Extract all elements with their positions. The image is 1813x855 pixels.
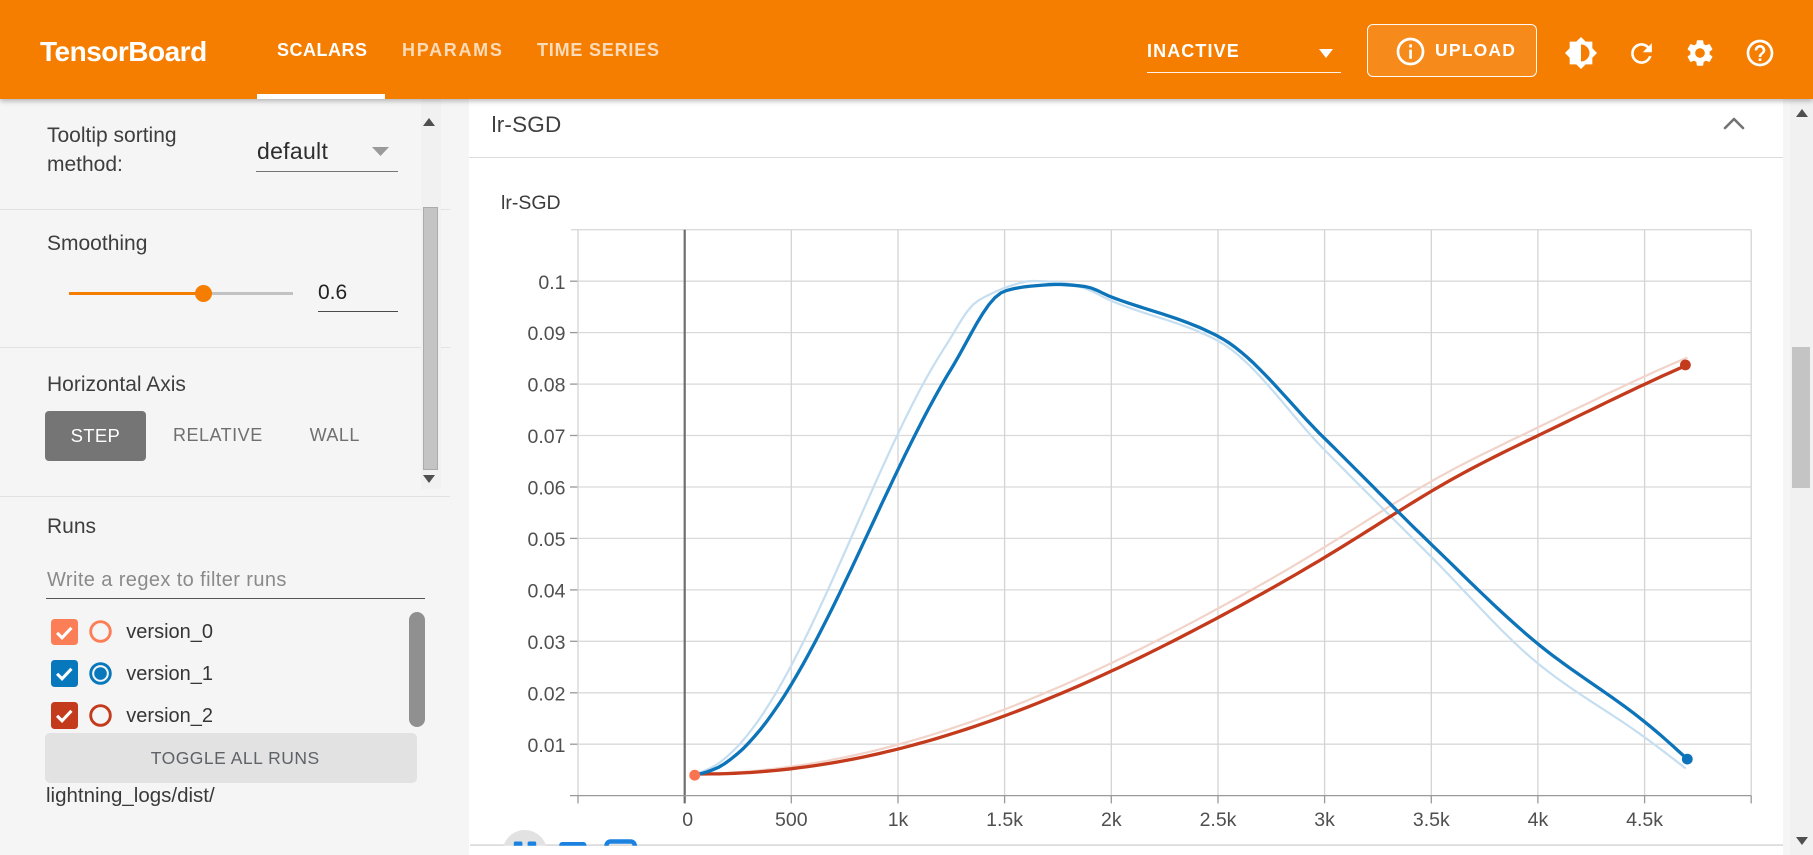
svg-text:500: 500 [775, 809, 808, 831]
svg-text:0.07: 0.07 [528, 426, 566, 448]
svg-text:2.5k: 2.5k [1200, 809, 1237, 831]
svg-text:0.04: 0.04 [528, 581, 566, 603]
svg-text:1k: 1k [888, 809, 909, 831]
svg-text:2k: 2k [1101, 809, 1122, 831]
svg-text:lr-SGD: lr-SGD [501, 192, 561, 214]
svg-text:0.05: 0.05 [528, 529, 566, 551]
svg-text:0.08: 0.08 [528, 375, 566, 397]
svg-text:3k: 3k [1314, 809, 1335, 831]
svg-text:0.09: 0.09 [528, 323, 566, 345]
svg-text:0.02: 0.02 [528, 683, 566, 705]
svg-text:0.1: 0.1 [538, 272, 565, 294]
svg-text:3.5k: 3.5k [1413, 809, 1450, 831]
svg-text:0.03: 0.03 [528, 632, 566, 654]
svg-text:0.01: 0.01 [528, 735, 566, 757]
svg-text:0.06: 0.06 [528, 478, 566, 500]
svg-text:4.5k: 4.5k [1626, 809, 1663, 831]
svg-text:1.5k: 1.5k [986, 809, 1023, 831]
svg-text:4k: 4k [1528, 809, 1549, 831]
svg-text:0: 0 [682, 809, 693, 831]
